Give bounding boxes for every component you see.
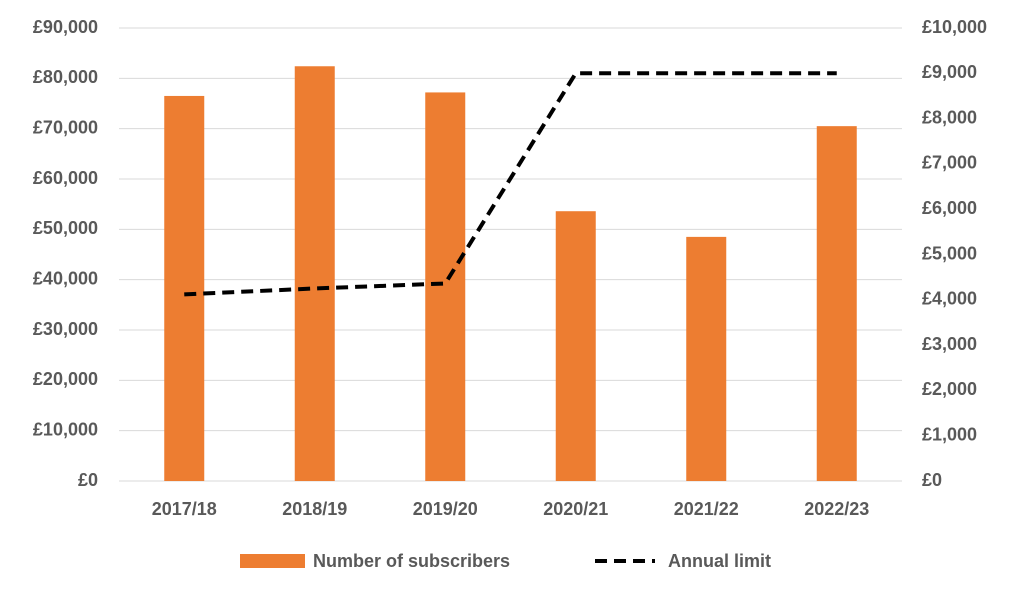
bar <box>686 236 727 481</box>
y-tick-label: £60,000 <box>33 168 98 188</box>
y-tick-label: £30,000 <box>33 319 98 339</box>
y-tick-label: £90,000 <box>33 17 98 37</box>
y2-tick-label: £4,000 <box>922 289 977 309</box>
x-tick-label: 2022/23 <box>804 499 869 519</box>
y-tick-label: £20,000 <box>33 369 98 389</box>
bar <box>294 66 335 482</box>
y2-tick-label: £3,000 <box>922 334 977 354</box>
x-tick-label: 2019/20 <box>413 499 478 519</box>
legend-swatch <box>240 554 305 568</box>
y2-tick-label: £9,000 <box>922 62 977 82</box>
y2-tick-label: £10,000 <box>922 17 987 37</box>
bar <box>425 92 466 481</box>
y2-tick-label: £2,000 <box>922 379 977 399</box>
x-tick-label: 2021/22 <box>674 499 739 519</box>
bar <box>816 126 857 482</box>
y-tick-label: £80,000 <box>33 67 98 87</box>
y2-tick-label: £7,000 <box>922 153 977 173</box>
y2-tick-label: £1,000 <box>922 424 977 444</box>
x-tick-label: 2018/19 <box>282 499 347 519</box>
legend-label: Annual limit <box>668 551 771 571</box>
bar <box>555 211 596 482</box>
y2-tick-label: £6,000 <box>922 198 977 218</box>
y-tick-label: £50,000 <box>33 218 98 238</box>
y2-tick-label: £8,000 <box>922 107 977 127</box>
y-tick-label: £70,000 <box>33 117 98 137</box>
y-tick-label: £0 <box>78 470 98 490</box>
x-tick-label: 2020/21 <box>543 499 608 519</box>
y2-tick-label: £0 <box>922 470 942 490</box>
legend-label: Number of subscribers <box>313 551 510 571</box>
bar <box>164 95 205 481</box>
x-tick-label: 2017/18 <box>152 499 217 519</box>
y2-tick-label: £5,000 <box>922 243 977 263</box>
y-tick-label: £40,000 <box>33 268 98 288</box>
y-tick-label: £10,000 <box>33 419 98 439</box>
line <box>184 71 837 297</box>
